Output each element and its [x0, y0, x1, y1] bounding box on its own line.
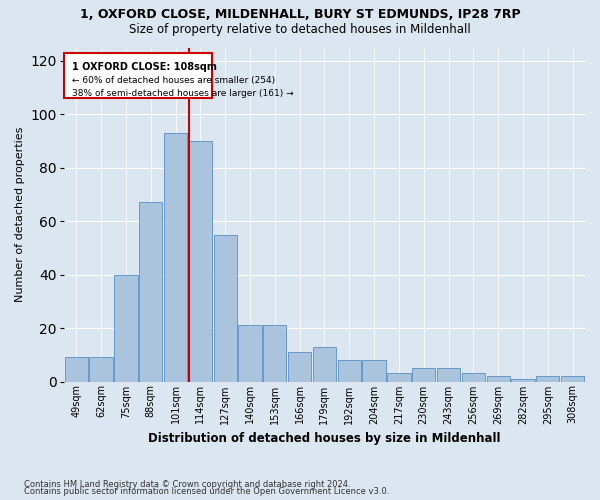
Bar	[263, 326, 286, 382]
Bar	[536, 376, 559, 382]
Bar	[164, 133, 187, 382]
Bar	[461, 374, 485, 382]
Bar	[139, 202, 163, 382]
Text: 1 OXFORD CLOSE: 108sqm: 1 OXFORD CLOSE: 108sqm	[72, 62, 217, 72]
Text: 1, OXFORD CLOSE, MILDENHALL, BURY ST EDMUNDS, IP28 7RP: 1, OXFORD CLOSE, MILDENHALL, BURY ST EDM…	[80, 8, 520, 20]
Bar	[338, 360, 361, 382]
Text: 38% of semi-detached houses are larger (161) →: 38% of semi-detached houses are larger (…	[72, 89, 294, 98]
Bar	[89, 358, 113, 382]
Bar	[362, 360, 386, 382]
Text: ← 60% of detached houses are smaller (254): ← 60% of detached houses are smaller (25…	[72, 76, 275, 84]
Text: Size of property relative to detached houses in Mildenhall: Size of property relative to detached ho…	[129, 22, 471, 36]
Bar	[64, 53, 212, 98]
Bar	[214, 234, 237, 382]
Text: Contains HM Land Registry data © Crown copyright and database right 2024.: Contains HM Land Registry data © Crown c…	[24, 480, 350, 489]
Bar	[561, 376, 584, 382]
Bar	[313, 347, 336, 382]
Y-axis label: Number of detached properties: Number of detached properties	[15, 127, 25, 302]
Bar	[412, 368, 436, 382]
Bar	[238, 326, 262, 382]
Bar	[387, 374, 410, 382]
Bar	[288, 352, 311, 382]
Bar	[65, 358, 88, 382]
Text: Contains public sector information licensed under the Open Government Licence v3: Contains public sector information licen…	[24, 488, 389, 496]
Bar	[114, 274, 137, 382]
Bar	[511, 379, 535, 382]
Bar	[437, 368, 460, 382]
X-axis label: Distribution of detached houses by size in Mildenhall: Distribution of detached houses by size …	[148, 432, 500, 445]
Bar	[487, 376, 510, 382]
Bar	[189, 141, 212, 382]
